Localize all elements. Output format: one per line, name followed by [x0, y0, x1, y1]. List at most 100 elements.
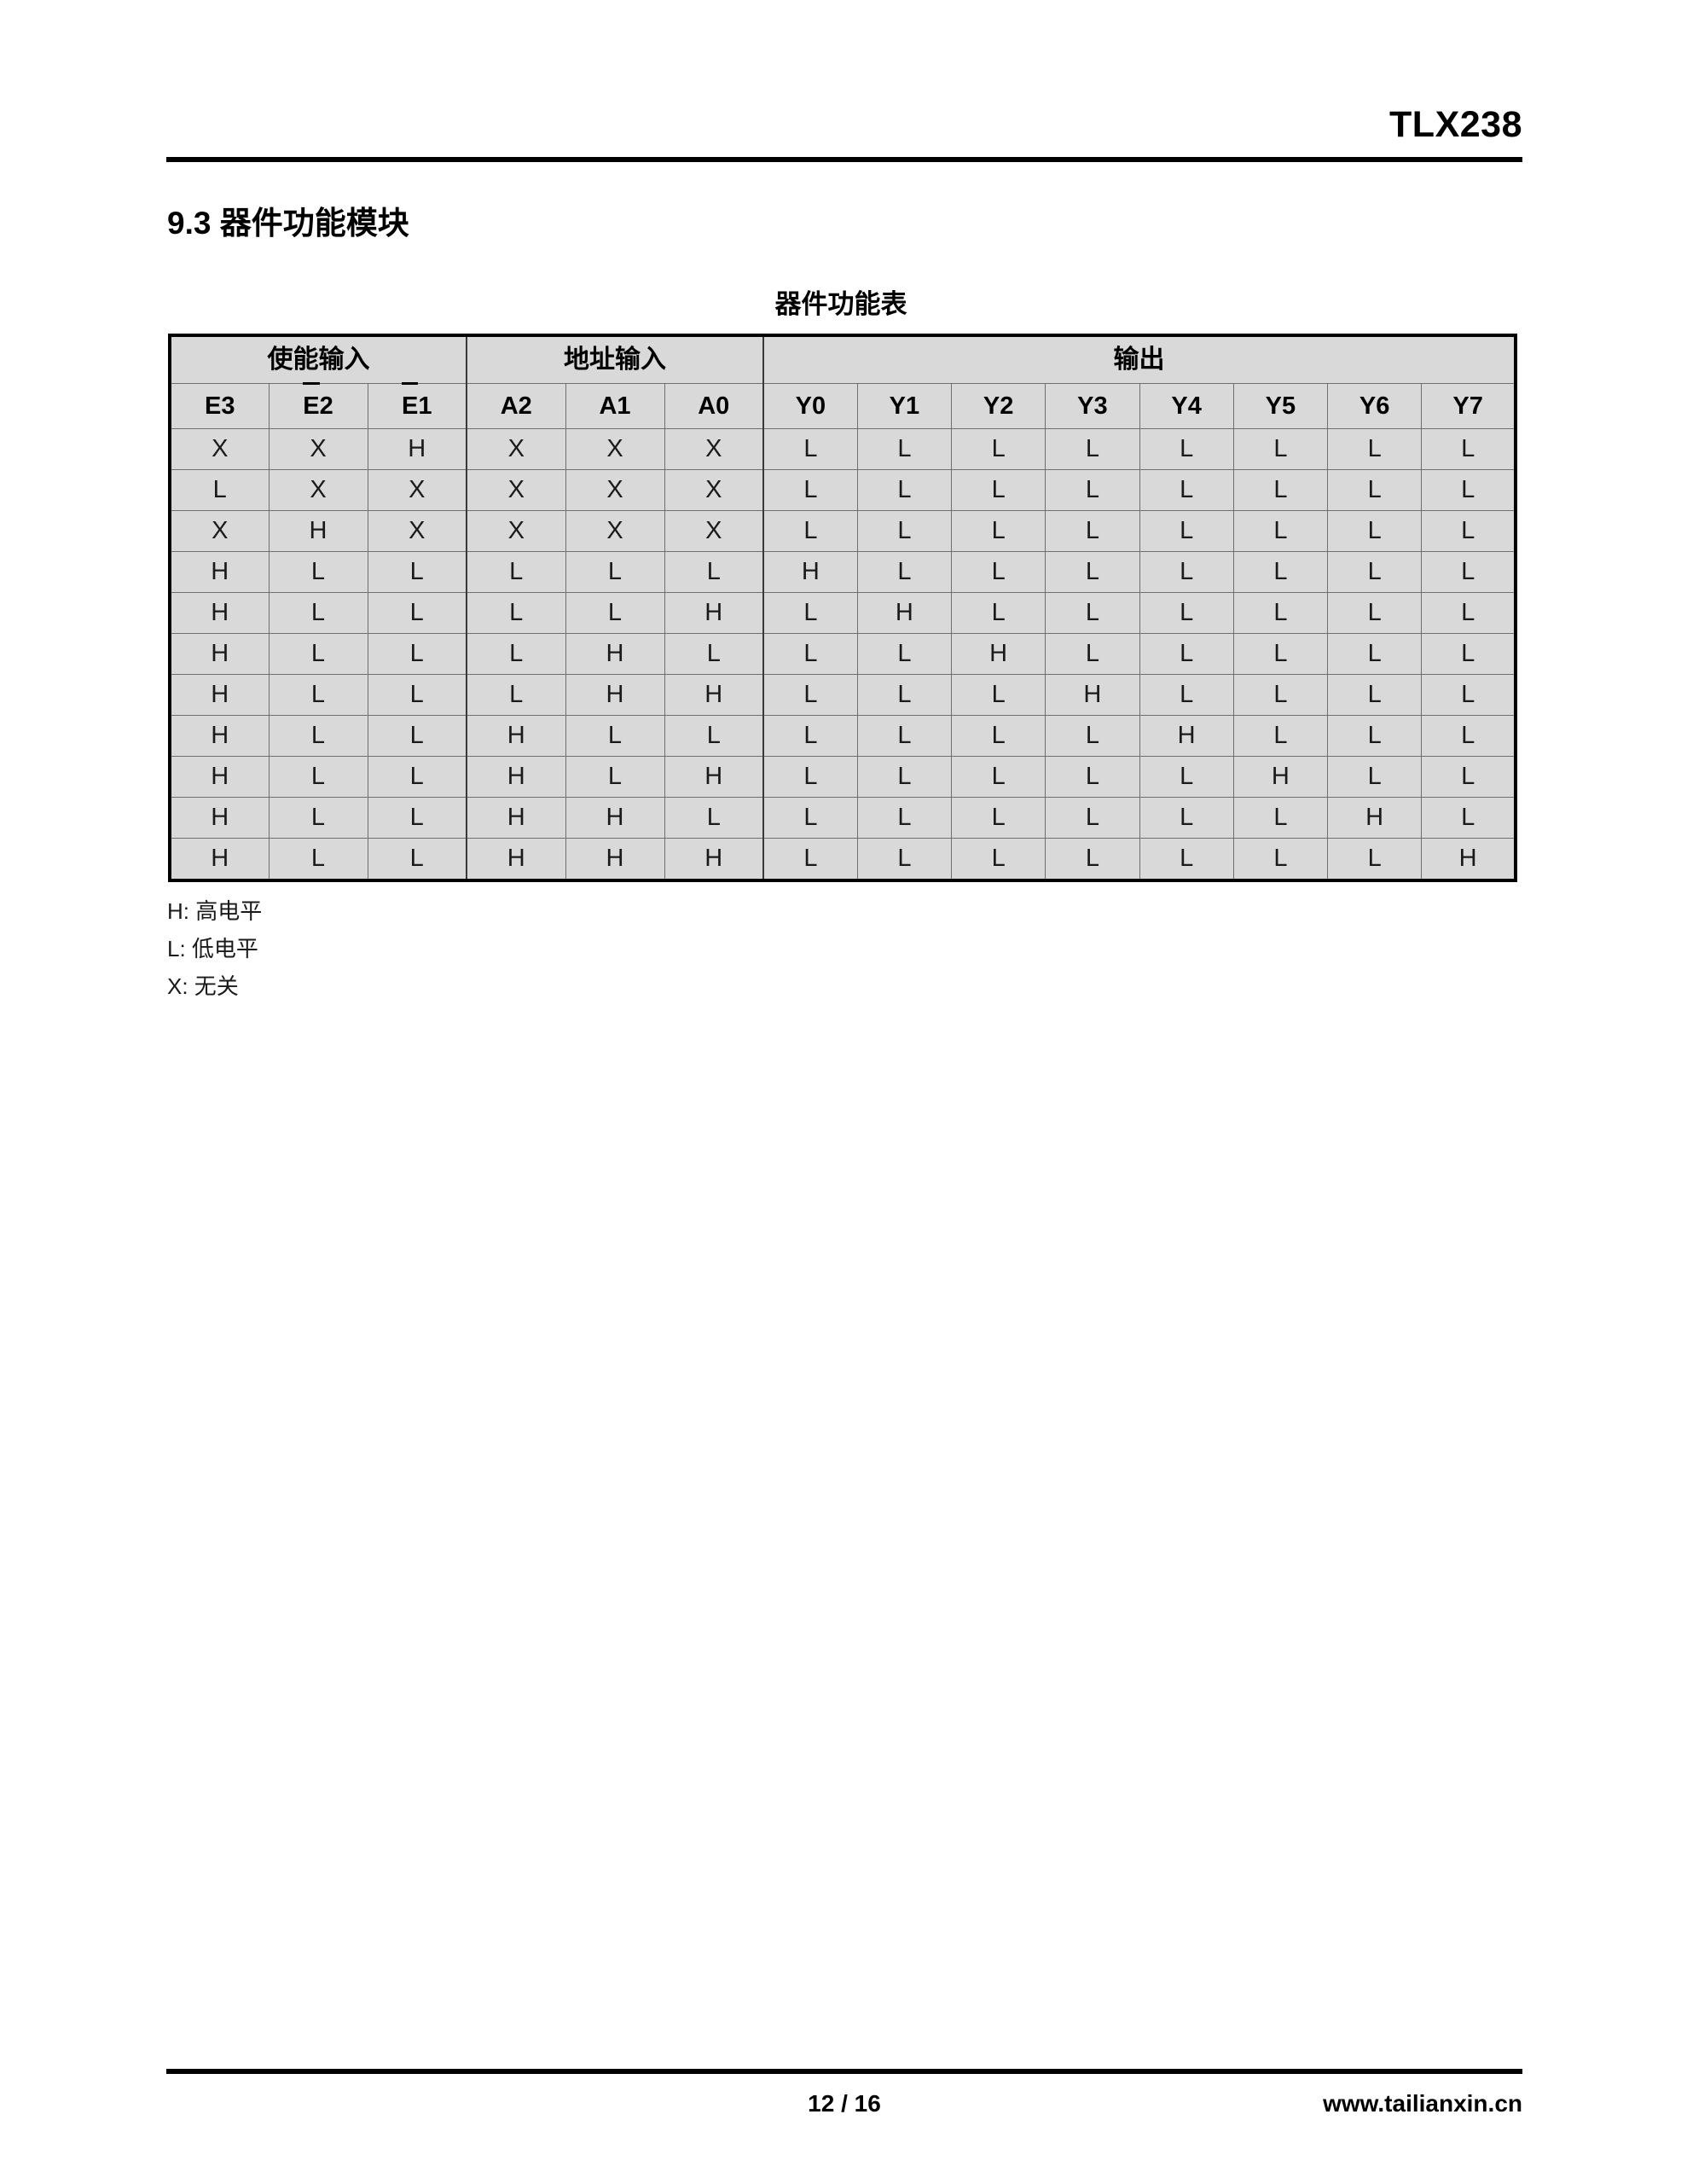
table-caption: 器件功能表 — [774, 289, 907, 319]
cell-y3: L — [1045, 715, 1140, 757]
cell-a2: X — [466, 510, 566, 552]
cell-y4: L — [1139, 633, 1234, 675]
cell-y6: L — [1327, 838, 1423, 881]
section-heading: 9.3 器件功能模块 — [167, 206, 409, 241]
cell-a1: X — [565, 428, 665, 470]
cell-y2: L — [951, 674, 1046, 716]
cell-y5: L — [1232, 428, 1329, 470]
cell-e3: X — [169, 510, 270, 552]
cell-a1: L — [565, 715, 665, 757]
cell-e3: X — [169, 428, 270, 470]
col-header-y6: Y6 — [1327, 383, 1423, 429]
group-header-row: 使能输入 地址输入 输出 — [169, 334, 1516, 384]
cell-y1: L — [856, 428, 953, 470]
cell-y5: H — [1232, 756, 1329, 798]
cell-y6: L — [1327, 510, 1423, 552]
cell-a2: X — [466, 469, 566, 511]
cell-y6: L — [1327, 633, 1423, 675]
cell-e1: X — [367, 510, 467, 552]
cell-a0: X — [664, 428, 764, 470]
cell-y1: L — [856, 510, 953, 552]
cell-y5: L — [1232, 838, 1329, 881]
cell-a0: X — [664, 469, 764, 511]
cell-y4: L — [1139, 592, 1234, 634]
cell-y7: L — [1421, 510, 1516, 552]
footer-divider — [166, 2069, 1522, 2074]
cell-y1: H — [856, 592, 953, 634]
cell-e1: L — [367, 674, 467, 716]
cell-e3: H — [169, 592, 270, 634]
cell-y2: L — [951, 756, 1046, 798]
cell-a2: H — [466, 838, 566, 881]
cell-y2: L — [951, 715, 1046, 757]
cell-e3: H — [169, 633, 270, 675]
cell-y5: L — [1232, 592, 1329, 634]
cell-y6: L — [1327, 756, 1423, 798]
cell-y4: L — [1139, 469, 1234, 511]
cell-y1: L — [856, 838, 953, 881]
cell-e2: L — [268, 674, 368, 716]
cell-e3: L — [169, 469, 270, 511]
cell-a2: L — [466, 633, 566, 675]
cell-a1: H — [565, 674, 665, 716]
cell-a0: H — [664, 674, 764, 716]
cell-y2: L — [951, 838, 1046, 881]
cell-e3: H — [169, 674, 270, 716]
cell-y0: L — [762, 510, 858, 552]
cell-y3: L — [1045, 510, 1140, 552]
cell-y0: L — [762, 797, 858, 839]
cell-y7: H — [1421, 838, 1516, 881]
cell-e2: L — [268, 797, 368, 839]
cell-y1: L — [856, 633, 953, 675]
cell-a1: H — [565, 633, 665, 675]
cell-y3: L — [1045, 469, 1140, 511]
cell-a2: X — [466, 428, 566, 470]
cell-y4: L — [1139, 510, 1234, 552]
cell-y4: L — [1139, 674, 1234, 716]
cell-y5: L — [1232, 633, 1329, 675]
group-header-enable: 使能输入 — [169, 334, 467, 384]
device-function-table: 使能输入 地址输入 输出 E3 E2 E1 A2 A1 A0 Y0 Y1 Y2 … — [168, 334, 1518, 882]
legend-item-high: H: 高电平 — [167, 898, 263, 924]
cell-y2: L — [951, 592, 1046, 634]
col-header-y4: Y4 — [1139, 383, 1234, 429]
cell-a0: H — [664, 756, 764, 798]
cell-e2: L — [268, 756, 368, 798]
cell-a2: H — [466, 715, 566, 757]
cell-y3: L — [1045, 633, 1140, 675]
legend-block: H: 高电平 L: 低电平 X: 无关 — [167, 892, 262, 1005]
cell-y1: L — [856, 797, 953, 839]
cell-y7: L — [1421, 756, 1516, 798]
col-header-y0: Y0 — [762, 383, 858, 429]
cell-y0: L — [762, 756, 858, 798]
cell-y5: L — [1232, 510, 1329, 552]
col-header-e2: E2 — [268, 382, 368, 429]
col-header-y5: Y5 — [1232, 383, 1329, 429]
cell-e2: X — [268, 469, 368, 511]
cell-a2: L — [466, 674, 566, 716]
page-number: 12 / 16 — [808, 2090, 881, 2117]
cell-y7: L — [1421, 469, 1516, 511]
cell-y2: L — [951, 428, 1046, 470]
cell-e3: H — [169, 715, 270, 757]
col-header-y3: Y3 — [1045, 383, 1140, 429]
cell-y0: L — [762, 715, 858, 757]
cell-y3: H — [1045, 674, 1140, 716]
cell-y4: L — [1139, 428, 1234, 470]
col-header-y2: Y2 — [951, 383, 1046, 429]
cell-e1: L — [367, 592, 467, 634]
cell-y7: L — [1421, 592, 1516, 634]
cell-y7: L — [1421, 797, 1516, 839]
cell-e2: L — [268, 633, 368, 675]
cell-y0: L — [762, 838, 858, 881]
legend-item-low: L: 低电平 — [167, 936, 258, 961]
cell-e1: L — [367, 715, 467, 757]
